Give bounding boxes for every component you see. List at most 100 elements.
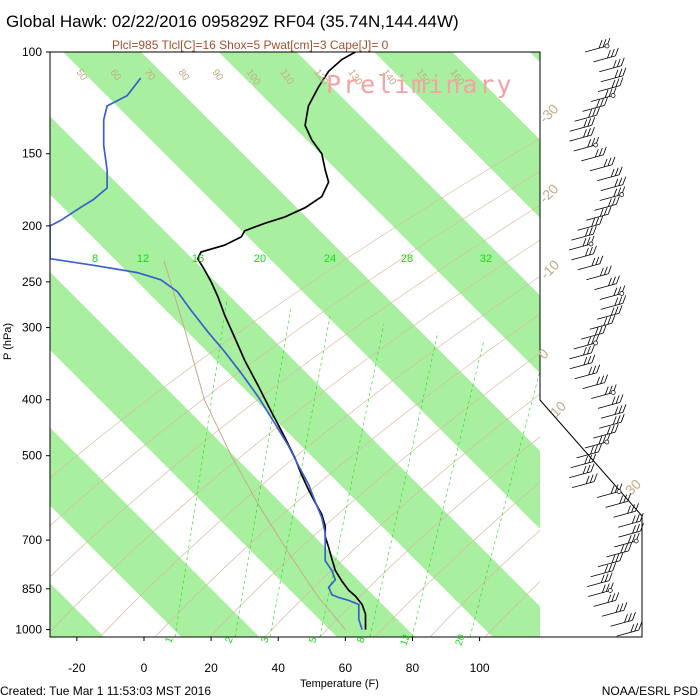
- y-tick-label: 100: [22, 45, 42, 59]
- wind-barb: [597, 552, 624, 568]
- dry-adiabat-line: [50, 239, 540, 633]
- wind-barb-feather: [583, 356, 588, 366]
- wind-barb: [572, 473, 598, 488]
- wind-barb-staff: [599, 293, 622, 300]
- wind-barb: [600, 67, 627, 83]
- wind-barb-feather: [611, 396, 616, 405]
- wind-barb: [597, 77, 624, 92]
- wind-barb-feather: [614, 47, 619, 57]
- wind-barb-staff: [593, 55, 616, 63]
- wind-barb-staff: [588, 590, 611, 597]
- wind-barb-feather: [606, 426, 611, 435]
- wind-barb-staff: [597, 85, 621, 92]
- wind-barb-feather: [611, 197, 616, 206]
- wind-barb-feather: [591, 137, 596, 147]
- wind-barb-feather: [612, 276, 616, 285]
- wind-barb-feather: [582, 465, 587, 475]
- dewpoint-line: [50, 77, 363, 630]
- y-tick-label: 850: [22, 582, 42, 596]
- wind-barb-feather: [588, 454, 593, 464]
- wind-barb-feather: [620, 414, 625, 423]
- wind-barb-feather: [606, 49, 611, 59]
- wind-barb-staff: [596, 312, 620, 320]
- wind-barb-feather: [624, 543, 628, 553]
- wind-barb: [591, 87, 617, 102]
- wind-barb-feather: [595, 217, 600, 226]
- wind-barb-feather: [607, 265, 612, 274]
- wind-barb: [599, 414, 625, 429]
- wind-barb: [584, 433, 611, 449]
- wind-barb-feather: [617, 286, 622, 295]
- wind-barb: [594, 275, 620, 290]
- wind-barb-feather: [602, 434, 607, 444]
- wind-barb-staff: [618, 520, 641, 528]
- mixing-ratio-line: [234, 307, 292, 637]
- wind-barb-staff: [582, 382, 605, 389]
- wind-barb: [600, 295, 627, 310]
- y-tick-label: 400: [22, 393, 42, 407]
- wind-barb: [568, 235, 595, 251]
- wind-barb: [582, 374, 608, 389]
- wind-barb-feather: [619, 552, 624, 561]
- wind-barb-feather: [591, 344, 595, 354]
- wind-barb-staff: [586, 273, 609, 281]
- wind-barb-feather: [583, 346, 587, 356]
- wind-barb-feather: [593, 245, 597, 255]
- wind-barb-feather: [598, 436, 603, 445]
- wind-barb-feather: [617, 187, 622, 196]
- mixing-ratio-top-label: 24: [324, 253, 336, 265]
- wind-barb-feather: [627, 493, 632, 502]
- wind-barb-feather: [620, 57, 625, 66]
- wind-barb-feather: [595, 256, 600, 266]
- wind-barb-feather: [639, 513, 644, 522]
- wind-barb: [577, 216, 604, 231]
- wind-barb: [588, 582, 614, 597]
- wind-barb-feather: [614, 406, 619, 415]
- wind-barb: [596, 305, 623, 320]
- dry-adiabat-line: [50, 170, 540, 527]
- mixing-ratio-line: [174, 299, 228, 637]
- wind-barb-feather: [627, 535, 632, 544]
- wind-barb-staff: [593, 600, 616, 607]
- mixing-ratio-bottom-label: 3: [260, 635, 272, 644]
- x-tick-label: 0: [141, 661, 148, 675]
- mixing-ratio-top-label: 28: [401, 253, 413, 265]
- wind-barb-feather: [599, 255, 604, 264]
- isotherm-band: [63, 52, 540, 529]
- wind-barb-staff: [569, 124, 592, 132]
- wind-barb-feather: [587, 337, 591, 346]
- wind-barb-calm: [593, 142, 599, 148]
- wind-barb-feather: [594, 444, 598, 454]
- wind-barb-feather: [583, 129, 587, 138]
- wind-barb-staff: [591, 392, 614, 399]
- wind-barb-staff: [577, 223, 600, 231]
- wind-barb-feather: [585, 247, 589, 257]
- mixing-ratio-lines: [174, 299, 540, 637]
- chart-title: Global Hawk: 02/22/2016 095829Z RF04 (35…: [6, 12, 459, 31]
- wind-barb-feather: [602, 146, 607, 156]
- wind-barb-feather: [599, 208, 604, 217]
- wind-barb-calm: [633, 538, 639, 544]
- wind-barb-feather: [622, 404, 627, 413]
- wind-barb-feather: [615, 553, 620, 563]
- wind-barb-feather: [638, 621, 643, 631]
- y-tick-label: 700: [22, 533, 42, 547]
- wind-barb-feather: [599, 216, 604, 225]
- wind-barb-staff: [594, 204, 617, 211]
- wind-barb-feather: [611, 315, 616, 324]
- wind-barb-feather: [589, 474, 594, 483]
- wind-barb-staff: [605, 501, 628, 508]
- dry-adiabat-line: [264, 393, 540, 637]
- wind-barb-feather: [616, 415, 621, 424]
- wind-barb-calm: [607, 588, 613, 593]
- wind-barb-staff: [616, 629, 639, 637]
- wind-barb-staff: [594, 283, 617, 290]
- source-credit: NOAA/ESRL PSD: [601, 684, 698, 698]
- y-tick-label: 200: [22, 219, 42, 233]
- wind-barb: [586, 265, 612, 281]
- wind-barb-feather: [587, 345, 591, 355]
- wind-barb: [589, 315, 616, 330]
- wind-barb-staff: [614, 540, 637, 548]
- wind-barb-feather: [608, 88, 613, 97]
